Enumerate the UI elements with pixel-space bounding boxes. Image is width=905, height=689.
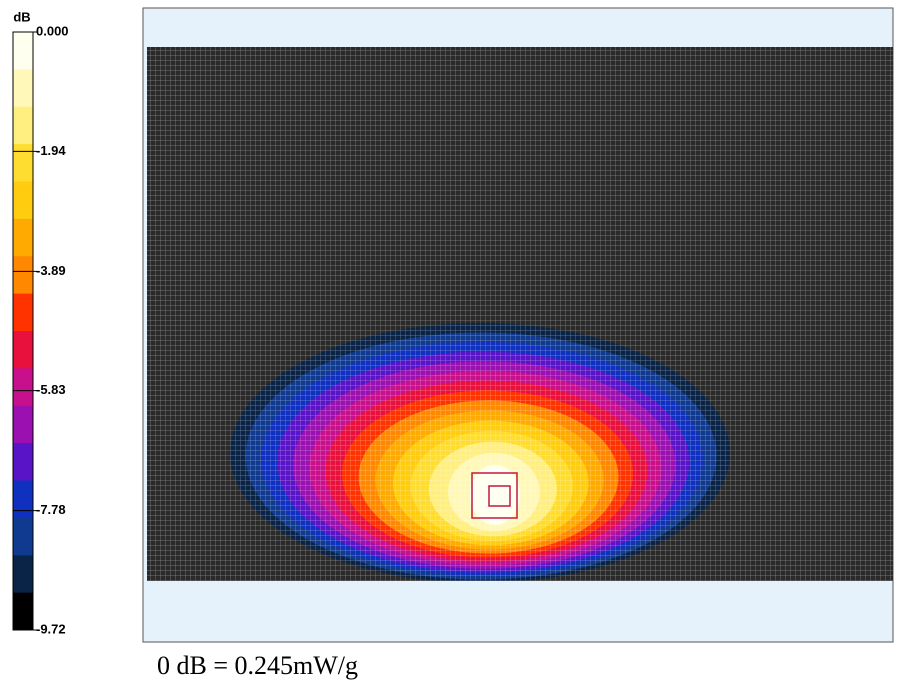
colorbar-band	[13, 69, 33, 108]
colorbar-tick-label: -3.89	[36, 263, 66, 278]
zoom-box	[471, 472, 518, 519]
colorbar-band	[13, 555, 33, 594]
colorbar-label: dB	[13, 9, 30, 24]
colorbar-band	[13, 517, 33, 556]
colorbar-band	[13, 144, 33, 182]
colorbar-tick-label: -5.83	[36, 382, 66, 397]
colorbar-band	[13, 480, 33, 519]
colorbar-band	[13, 256, 33, 295]
colorbar-band	[13, 405, 33, 444]
colorbar-band	[13, 368, 33, 407]
caption: 0 dB = 0.245mW/g	[157, 651, 358, 680]
colorbar-band	[13, 443, 33, 481]
colorbar-tick-label: -1.94	[36, 143, 66, 158]
colorbar: 0.000 -1.94 -3.89 -5.83 -7.78 -9.72	[12, 23, 69, 636]
colorbar-band	[13, 181, 33, 220]
colorbar-tick-label: 0.000	[36, 23, 69, 38]
colorbar-band	[13, 32, 33, 70]
peak-box	[488, 485, 511, 507]
colorbar-band	[13, 218, 33, 257]
colorbar-tick-label: -9.72	[36, 621, 66, 636]
colorbar-tick-label: -7.78	[36, 502, 66, 517]
colorbar-band	[13, 592, 33, 631]
colorbar-band	[13, 106, 33, 145]
scan-grid	[147, 47, 893, 581]
colorbar-band	[13, 331, 33, 369]
colorbar-band	[13, 293, 33, 332]
